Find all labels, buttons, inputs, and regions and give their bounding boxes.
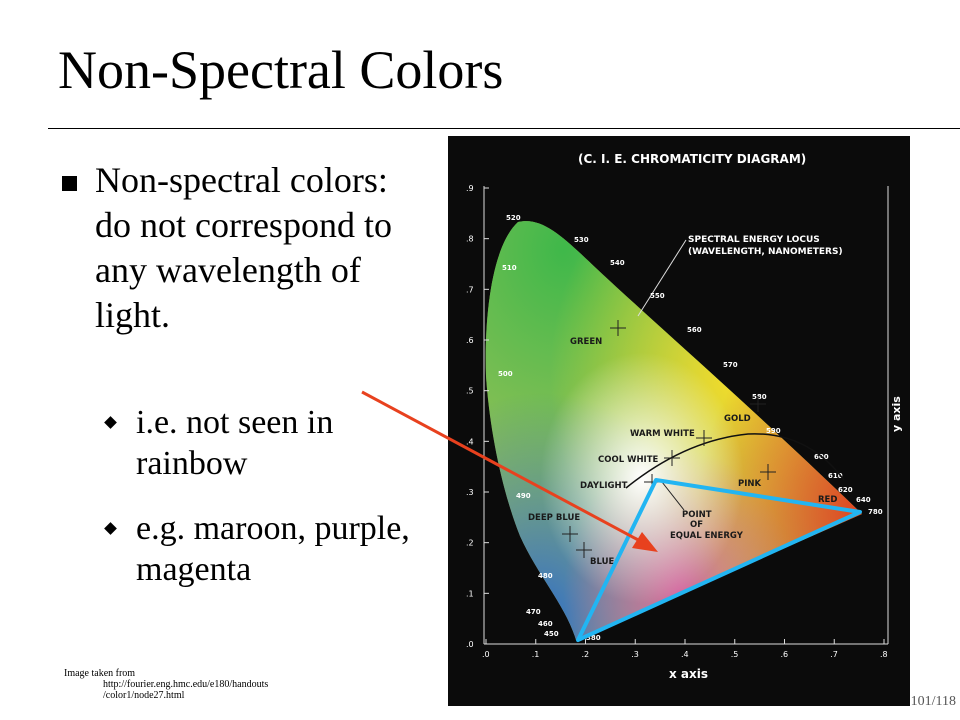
region-label: RED xyxy=(818,495,837,505)
y-tick-label: .0 xyxy=(466,640,474,649)
region-label: EQUAL ENERGY xyxy=(670,531,744,541)
diagram-title: (C. I. E. CHROMATICITY DIAGRAM) xyxy=(578,152,806,166)
wavelength-label: 620 xyxy=(838,486,853,494)
wavelength-label: 540 xyxy=(610,259,625,267)
wavelength-label: 530 xyxy=(574,236,589,244)
wavelength-label: 610 xyxy=(828,472,843,480)
x-tick-label: .7 xyxy=(830,650,838,659)
y-tick-label: .8 xyxy=(466,235,474,244)
region-label: OF xyxy=(690,520,703,530)
gamut-triangle xyxy=(576,478,862,642)
wavelength-label: 380 xyxy=(586,634,601,642)
locus-pointer-line xyxy=(637,239,687,317)
crosshair-icon xyxy=(576,542,592,558)
sub-bullet-text: e.g. maroon, purple, magenta xyxy=(136,510,410,588)
cie-chromaticity-diagram: .9.8.7.6.5.4.3.2.1.0 .0.1.2.3.4.5.6.7.8 … xyxy=(448,136,910,706)
crosshair-icon xyxy=(760,464,776,480)
y-tick-label: .6 xyxy=(466,336,474,345)
wavelength-label: 480 xyxy=(538,572,553,580)
wavelength-label: 550 xyxy=(650,292,665,300)
blackbody-curve xyxy=(625,433,845,489)
x-tick-label: .3 xyxy=(631,650,639,659)
main-bullet-text: Non-spectral colors: do not correspond t… xyxy=(95,160,392,335)
wavelength-label: 490 xyxy=(516,492,531,500)
x-axis-label: x axis xyxy=(669,667,708,681)
wavelength-label: 520 xyxy=(506,214,521,222)
region-label: GREEN xyxy=(570,337,602,347)
y-tick-label: .5 xyxy=(466,387,474,396)
region-label: WARM WHITE xyxy=(630,429,695,439)
x-tick-labels: .0 .1 .2 .3 .4 .5 .6 .7 .8 xyxy=(482,639,888,659)
region-label: DEEP BLUE xyxy=(528,513,580,523)
wavelength-label: 570 xyxy=(723,361,738,369)
x-tick-label: .5 xyxy=(731,650,739,659)
x-tick-label: .1 xyxy=(532,650,540,659)
square-bullet-icon xyxy=(62,176,77,191)
region-label: PINK xyxy=(738,479,762,489)
crosshair-icon xyxy=(696,430,712,446)
equal-energy-pointer xyxy=(661,481,685,511)
y-tick-label: .9 xyxy=(466,184,474,193)
diamond-bullet-icon xyxy=(104,416,117,429)
region-label: DAYLIGHT xyxy=(580,481,628,491)
image-credit-url-line: /color1/node27.html xyxy=(103,690,185,701)
image-credit-url-line: http://fourier.eng.hmc.edu/e180/handouts xyxy=(103,679,269,690)
crosshair-icon xyxy=(750,396,766,412)
y-tick-label: .1 xyxy=(466,589,474,598)
title-divider xyxy=(48,128,960,129)
wavelength-label: 560 xyxy=(687,326,702,334)
wavelength-label: 780 xyxy=(868,508,883,516)
page-number: 101/118 xyxy=(910,694,956,709)
wavelength-label: 500 xyxy=(498,370,513,378)
image-credit-url[interactable]: http://fourier.eng.hmc.edu/e180/handouts… xyxy=(103,679,323,701)
region-label: GOLD xyxy=(724,414,751,424)
slide-title: Non-Spectral Colors xyxy=(58,40,504,100)
y-tick-label: .7 xyxy=(466,285,474,294)
region-label: COOL WHITE xyxy=(598,455,659,465)
diamond-bullet-icon xyxy=(104,522,117,535)
x-tick-label: .2 xyxy=(582,650,590,659)
wavelength-label: 510 xyxy=(502,264,517,272)
y-tick-label: .2 xyxy=(466,539,474,548)
wavelength-label: 580 xyxy=(752,393,767,401)
x-tick-label: .4 xyxy=(681,650,689,659)
region-label: POINT xyxy=(682,510,712,520)
y-tick-label: .3 xyxy=(466,488,474,497)
image-credit-label: Image taken from xyxy=(64,668,136,679)
wavelength-label: 460 xyxy=(538,620,553,628)
wavelength-label: 470 xyxy=(526,608,541,616)
y-axis-label: y axis xyxy=(890,396,903,432)
x-tick-label: .0 xyxy=(482,650,490,659)
crosshair-icon xyxy=(664,450,680,466)
sub-bullet-text: i.e. not seen in rainbow xyxy=(136,404,334,482)
locus-label-line: (WAVELENGTH, NANOMETERS) xyxy=(688,247,843,257)
y-tick-label: .4 xyxy=(466,437,474,446)
x-tick-label: .6 xyxy=(781,650,789,659)
region-label: BLUE xyxy=(590,557,614,567)
wavelength-label: 640 xyxy=(856,496,871,504)
wavelength-label: 450 xyxy=(544,630,559,638)
wavelength-label: 590 xyxy=(766,427,781,435)
locus-label-line: SPECTRAL ENERGY LOCUS xyxy=(688,235,820,245)
crosshair-icon xyxy=(610,320,626,336)
x-tick-label: .8 xyxy=(880,650,888,659)
